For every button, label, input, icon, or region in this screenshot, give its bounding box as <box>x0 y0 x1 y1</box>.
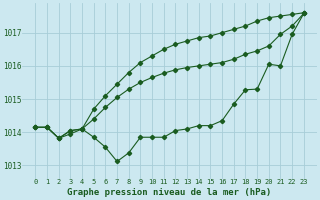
X-axis label: Graphe pression niveau de la mer (hPa): Graphe pression niveau de la mer (hPa) <box>68 188 272 197</box>
